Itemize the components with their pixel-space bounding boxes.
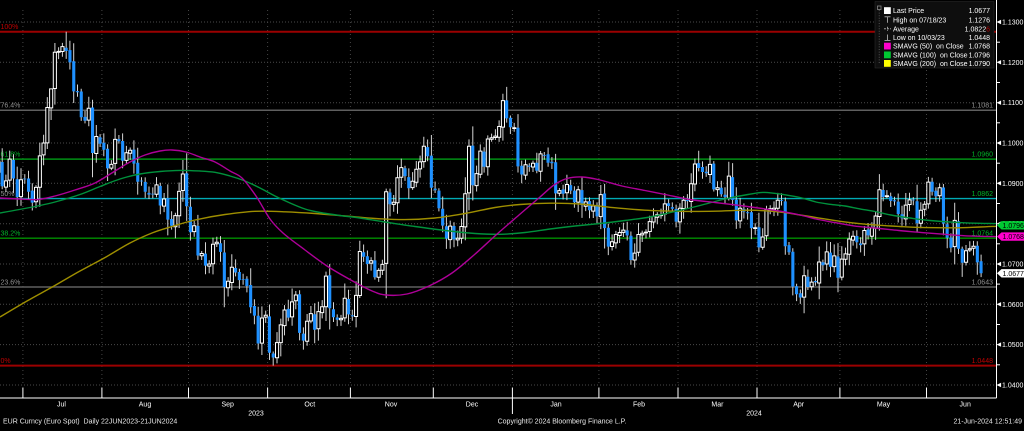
svg-text:Jul: Jul [57,402,66,409]
svg-text:1.0796: 1.0796 [1003,223,1024,230]
svg-text:Dec: Dec [466,402,479,409]
svg-text:38.2%: 38.2% [1,231,21,238]
svg-text:Mar: Mar [711,402,724,409]
svg-text:Jan: Jan [550,402,561,409]
svg-text:61.8%: 61.8% [1,152,21,159]
svg-text:1.1000: 1.1000 [1002,141,1024,148]
svg-text:SMAVG (100) on Close: SMAVG (100) on Close [893,53,968,60]
svg-text:1.0643: 1.0643 [972,279,994,286]
svg-text:1.0448: 1.0448 [972,358,994,365]
svg-text:Aug: Aug [139,402,152,409]
svg-text:SMAVG (200) on Close: SMAVG (200) on Close [893,61,968,68]
svg-text:1.0796: 1.0796 [969,53,991,60]
svg-text:1.0768: 1.0768 [969,44,991,51]
svg-text:1.0677: 1.0677 [969,8,991,15]
svg-text:1.08226: 1.08226 [965,26,990,33]
svg-text:1.1200: 1.1200 [1002,60,1024,67]
svg-text:1.0600: 1.0600 [1002,302,1024,309]
svg-text:1.0400: 1.0400 [1002,383,1024,390]
svg-text:Average: Average [893,26,919,33]
svg-text:Apr: Apr [793,402,805,409]
svg-text:Oct: Oct [304,402,315,409]
svg-text:1.0700: 1.0700 [1002,262,1024,269]
svg-text:1.1100: 1.1100 [1002,100,1023,107]
svg-text:23.6%: 23.6% [1,279,21,286]
svg-text:May: May [877,402,891,409]
svg-text:Jun: Jun [960,402,971,409]
svg-text:Low on 10/03/23: Low on 10/03/23 [893,35,945,42]
svg-text:76.4%: 76.4% [1,103,21,110]
svg-text:Sep: Sep [221,402,234,409]
svg-text:2023: 2023 [248,411,264,418]
svg-text:Nov: Nov [385,402,398,409]
svg-text:EUR Curncy (Euro Spot) Daily: EUR Curncy (Euro Spot) Daily 22JUN2023-2… [3,419,177,426]
svg-text:1.0768: 1.0768 [1003,234,1024,241]
svg-text:SMAVG (50) on Close: SMAVG (50) on Close [893,44,964,51]
svg-text:1.0677: 1.0677 [1003,271,1024,278]
svg-text:1.0500: 1.0500 [1002,342,1024,349]
svg-text:21-Jun-2024 12:51:49: 21-Jun-2024 12:51:49 [954,419,1023,426]
svg-text:1.1300: 1.1300 [1002,20,1024,27]
svg-text:1.0448: 1.0448 [969,35,991,42]
svg-text:2024: 2024 [746,411,762,418]
svg-text:0%: 0% [1,358,11,365]
svg-text:50%: 50% [1,191,15,198]
svg-text:1.0900: 1.0900 [1002,181,1024,188]
svg-text:Feb: Feb [633,402,645,409]
svg-text:100%: 100% [1,24,19,31]
svg-text:Copyright© 2024 Bloomberg Fina: Copyright© 2024 Bloomberg Finance L.P. [498,418,627,426]
svg-text:1.0862: 1.0862 [972,191,994,198]
svg-text:1.0790: 1.0790 [969,61,991,68]
svg-text:1.1081: 1.1081 [972,103,994,110]
svg-text:1.0960: 1.0960 [972,152,994,159]
svg-text:High on 07/18/23: High on 07/18/23 [893,17,946,24]
svg-text:1.1276: 1.1276 [969,17,991,24]
svg-text:Last Price: Last Price [893,8,924,15]
